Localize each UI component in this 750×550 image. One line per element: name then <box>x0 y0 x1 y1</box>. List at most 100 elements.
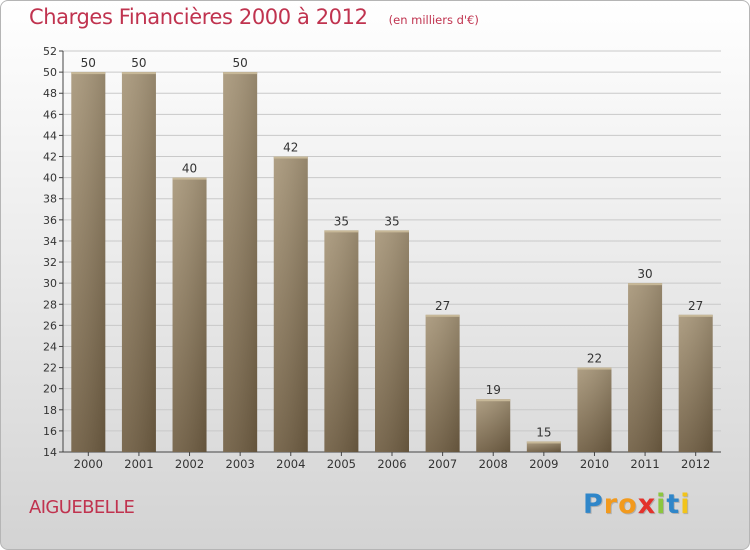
bar-2004 <box>273 156 308 453</box>
bar-2007-shade <box>425 314 460 452</box>
data-label: 35 <box>384 214 399 228</box>
data-label: 27 <box>688 299 703 313</box>
data-label: 50 <box>131 56 146 70</box>
bar-2004-top <box>273 156 308 159</box>
y-tick-label: 22 <box>43 362 57 375</box>
y-tick-label: 40 <box>43 172 57 185</box>
bar-2012-top <box>678 314 713 317</box>
bar-2011 <box>628 283 663 452</box>
y-tick-label: 28 <box>43 298 57 311</box>
x-tick-label: 2009 <box>529 457 558 471</box>
y-tick-label: 16 <box>43 425 57 438</box>
bar-2011-top <box>628 283 663 286</box>
logo-letter: r <box>603 489 619 520</box>
y-tick-label: 30 <box>43 277 57 290</box>
logo-letter: t <box>666 489 681 520</box>
x-tick-label: 2002 <box>175 457 204 471</box>
bar-2003-top <box>223 72 258 75</box>
bar-2000-top <box>71 72 106 75</box>
bar-2008 <box>476 399 511 452</box>
bar-2005 <box>324 230 359 452</box>
logo-letter: o <box>618 489 638 520</box>
y-tick-label: 50 <box>43 66 57 79</box>
bar-2009 <box>526 441 561 452</box>
logo-letter: x <box>637 489 657 520</box>
data-label: 35 <box>334 214 349 228</box>
bar-2003-shade <box>223 72 258 453</box>
y-tick-label: 52 <box>43 45 57 58</box>
data-label: 50 <box>233 56 248 70</box>
bar-2002-top <box>172 177 207 180</box>
bar-2012 <box>678 314 713 452</box>
y-tick-label: 36 <box>43 214 57 227</box>
data-label: 42 <box>283 141 298 155</box>
logo-letter: i <box>680 489 691 520</box>
logo-letter: i <box>656 489 667 520</box>
bar-2008-shade <box>476 399 511 452</box>
bar-2000 <box>71 72 106 453</box>
data-label: 30 <box>637 267 652 281</box>
bar-2007-top <box>425 314 460 317</box>
bar-2011-shade <box>628 283 663 452</box>
y-tick-label: 14 <box>43 446 57 459</box>
y-tick-label: 46 <box>43 108 57 121</box>
data-label: 22 <box>587 352 602 366</box>
y-tick-label: 38 <box>43 193 57 206</box>
x-tick-label: 2000 <box>74 457 103 471</box>
y-tick-label: 34 <box>43 235 57 248</box>
bar-2004-shade <box>273 156 308 453</box>
data-label: 15 <box>536 425 551 439</box>
y-tick-label: 48 <box>43 87 57 100</box>
bar-2001 <box>121 72 156 453</box>
bar-2005-top <box>324 230 359 233</box>
bar-2009-top <box>526 441 561 444</box>
bar-2006-shade <box>375 230 409 452</box>
x-tick-label: 2012 <box>681 457 710 471</box>
data-label: 50 <box>81 56 96 70</box>
bar-2008-top <box>476 399 511 402</box>
bar-2010 <box>577 367 612 452</box>
x-tick-label: 2008 <box>479 457 508 471</box>
x-tick-label: 2004 <box>276 457 305 471</box>
bar-2002-shade <box>172 177 207 452</box>
bar-2006-top <box>375 230 409 233</box>
bar-2000-shade <box>71 72 106 453</box>
y-tick-label: 44 <box>43 129 57 142</box>
x-tick-label: 2005 <box>327 457 356 471</box>
y-tick-label: 20 <box>43 383 57 396</box>
data-labels: 50 50 40 50 42 35 35 27 19 15 22 30 27 <box>81 56 704 439</box>
bar-2001-top <box>121 72 156 75</box>
x-tick-label: 2003 <box>226 457 255 471</box>
location-label: AIGUEBELLE <box>29 497 135 518</box>
bar-2002 <box>172 177 207 452</box>
proxiti-logo: Proxiti <box>583 489 691 520</box>
chart-subtitle: (en milliers d'€) <box>388 13 479 27</box>
y-tick-label: 26 <box>43 319 57 332</box>
logo-letter: P <box>583 489 604 520</box>
x-tick-label: 2011 <box>630 457 659 471</box>
bars <box>71 72 713 453</box>
title-line: Charges Financières 2000 à 2012 (en mill… <box>29 5 479 29</box>
chart-title: Charges Financières 2000 à 2012 <box>29 5 368 29</box>
bar-2010-shade <box>577 367 612 452</box>
x-tick-label: 2001 <box>124 457 153 471</box>
y-tick-label: 24 <box>43 340 57 353</box>
bar-2012-shade <box>678 314 713 452</box>
bar-2010-top <box>577 367 612 370</box>
y-tick-label: 42 <box>43 151 57 164</box>
data-label: 27 <box>435 299 450 313</box>
data-label: 19 <box>486 383 501 397</box>
x-tick-label: 2007 <box>428 457 457 471</box>
y-tick-label: 18 <box>43 404 57 417</box>
bar-2001-shade <box>121 72 156 453</box>
bar-2009-shade <box>526 441 561 452</box>
y-tick-label: 32 <box>43 256 57 269</box>
data-label: 40 <box>182 162 197 176</box>
x-tick-label: 2006 <box>377 457 406 471</box>
bar-2007 <box>425 314 460 452</box>
bar-2006 <box>375 230 409 452</box>
x-tick-label: 2010 <box>580 457 609 471</box>
bar-2005-shade <box>324 230 359 452</box>
